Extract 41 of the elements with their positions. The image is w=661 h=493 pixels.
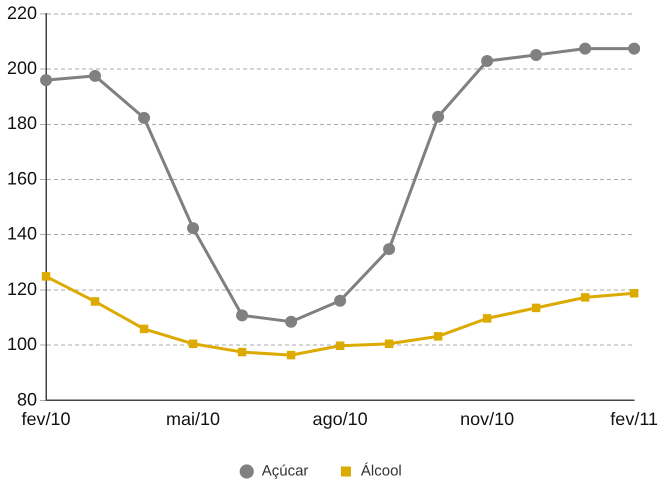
x-tick-label: fev/10 (22, 409, 71, 430)
y-tick-label: 160 (6, 168, 38, 188)
y-tick-label: 80 (17, 389, 38, 410)
point (42, 272, 50, 281)
x-tick-label: ago/10 (312, 409, 368, 430)
y-tick-label: 120 (6, 278, 38, 299)
point (90, 297, 100, 306)
point (384, 340, 394, 348)
point (187, 222, 200, 234)
point (383, 243, 396, 256)
point (40, 74, 52, 86)
point (188, 340, 198, 348)
point (140, 324, 148, 334)
point (286, 350, 296, 360)
y-tick-label: 200 (6, 58, 38, 78)
x-tick-label: mai/10 (166, 409, 220, 430)
point (89, 70, 102, 82)
y-tick-label: 220 (6, 2, 38, 23)
legend-label: Álcool (360, 462, 402, 480)
point (530, 48, 542, 61)
legend-label: Açúcar (262, 462, 308, 480)
point (285, 316, 298, 328)
y-tick-label: 140 (6, 224, 38, 244)
point (628, 42, 640, 55)
point (532, 304, 540, 312)
x-tick-label: fev/11 (610, 409, 658, 430)
point (238, 348, 246, 356)
point (334, 294, 346, 307)
x-tick-label: nov/10 (460, 409, 514, 430)
point (432, 110, 444, 123)
point (482, 314, 492, 323)
point (336, 341, 344, 350)
point (579, 42, 592, 55)
point (434, 332, 442, 341)
point (580, 293, 590, 302)
y-tick-label: 100 (6, 334, 38, 354)
point (138, 112, 150, 124)
point (630, 289, 638, 298)
point (236, 309, 248, 322)
point (481, 55, 494, 68)
y-tick-label: 180 (6, 113, 38, 134)
